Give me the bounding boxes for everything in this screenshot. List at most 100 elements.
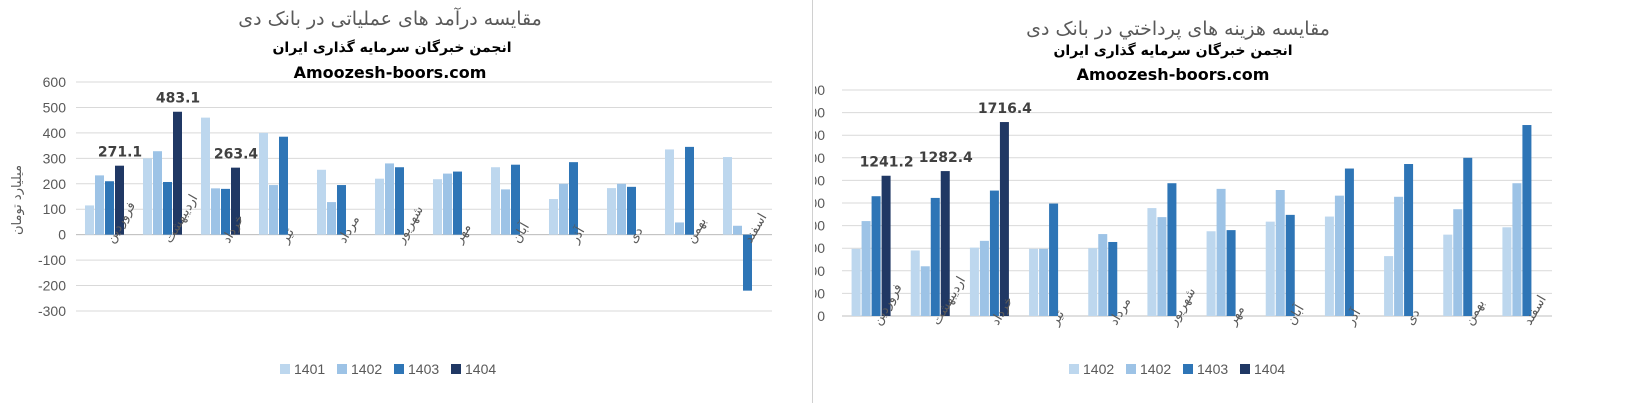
y-tick-label: 400: [43, 125, 67, 141]
bar: [1443, 234, 1453, 316]
bar: [1167, 183, 1177, 316]
bar: [871, 196, 881, 316]
bar: [1394, 196, 1404, 316]
bar: [569, 162, 578, 235]
bar: [1512, 183, 1522, 316]
bar: [1216, 188, 1226, 316]
bar: [1206, 231, 1216, 316]
bar: [743, 234, 752, 291]
data-label: 1716.4: [978, 101, 1032, 117]
y-tick-label: 0: [58, 227, 66, 243]
legend-label: 1402: [1140, 361, 1171, 377]
data-label: 483.1: [156, 91, 200, 107]
y-tick-label: 800: [815, 218, 825, 234]
bar: [433, 179, 442, 235]
y-tick-label: 2000: [815, 82, 825, 98]
bar: [279, 136, 288, 235]
y-tick-label: 200: [43, 176, 67, 192]
data-label: 1282.4: [919, 150, 973, 166]
bar: [395, 167, 404, 235]
legend-swatch: [1183, 364, 1193, 374]
bar: [1049, 203, 1059, 316]
bar: [1157, 217, 1167, 316]
legend-label: 1402: [351, 361, 382, 377]
bar: [999, 122, 1009, 316]
bar: [501, 189, 510, 235]
bar: [375, 178, 384, 235]
panel-divider: [812, 0, 813, 403]
y-tick-label: 600: [815, 240, 825, 256]
operating-income-chart-panel: مقایسه درآمد های عملیاتی در بانک دی انجم…: [0, 0, 812, 403]
y-tick-label: -300: [38, 303, 66, 319]
legend-label: 1401: [294, 361, 325, 377]
chart-site: Amoozesh-boors.com: [294, 63, 487, 82]
chart-title: مقایسه درآمد های عملیاتی در بانک دی: [238, 6, 542, 30]
operating-income-chart: مقایسه درآمد های عملیاتی در بانک دی انجم…: [10, 6, 772, 377]
bar: [675, 222, 684, 235]
bar: [851, 248, 861, 316]
bar: [443, 173, 452, 235]
bar: [317, 169, 326, 235]
bar: [1275, 190, 1285, 316]
bar: [861, 221, 871, 316]
bar: [969, 247, 979, 316]
expense-chart-panel: مقایسه هزینه های پرداختي در بانک دی انجم…: [815, 0, 1630, 403]
x-tick-label: آذر: [1341, 305, 1365, 329]
bar: [930, 197, 940, 316]
legend-label: 1404: [465, 361, 496, 377]
y-tick-label: -100: [38, 252, 66, 268]
x-tick-label: تیر: [277, 225, 298, 246]
bar: [627, 186, 636, 235]
bar: [1098, 234, 1108, 316]
legend-swatch: [1240, 364, 1250, 374]
bar: [259, 132, 268, 235]
bar: [1265, 221, 1275, 316]
y-tick-label: 200: [815, 285, 825, 301]
y-tick-label: 100: [43, 201, 67, 217]
plot-area: 0200400600800100012001400160018002000فرو…: [815, 82, 1552, 377]
bar: [337, 185, 346, 235]
legend-swatch: [337, 364, 347, 374]
data-label: 271.1: [98, 145, 142, 161]
bar: [1463, 157, 1473, 316]
bar: [95, 175, 104, 235]
bar: [1334, 195, 1344, 316]
bar: [491, 167, 500, 235]
bar: [163, 181, 172, 235]
bar: [1344, 168, 1354, 316]
y-tick-label: 500: [43, 99, 67, 115]
legend-label: 1404: [1254, 361, 1285, 377]
bar: [607, 188, 616, 235]
bar: [1404, 164, 1414, 316]
legend-swatch: [394, 364, 404, 374]
bar: [115, 165, 124, 235]
bar: [549, 199, 558, 235]
bar: [1522, 125, 1532, 316]
chart-site: Amoozesh-boors.com: [1077, 65, 1270, 84]
bar: [910, 250, 920, 316]
bar: [385, 163, 394, 235]
legend-swatch: [280, 364, 290, 374]
bar: [1324, 216, 1334, 316]
bar: [617, 183, 626, 235]
bar: [723, 157, 732, 235]
bar: [1029, 248, 1039, 316]
bar: [511, 164, 520, 235]
y-tick-label: -200: [38, 278, 66, 294]
x-tick-label: آذر: [565, 223, 589, 247]
bar: [201, 117, 210, 235]
bar: [231, 167, 240, 235]
chart-subtitle: انجمن خبرگان سرمایه گذاری ایران: [1053, 42, 1292, 59]
x-tick-label: اسفند: [741, 211, 770, 246]
y-tick-label: 1400: [815, 150, 825, 166]
bar: [143, 158, 152, 235]
bar: [221, 188, 230, 235]
bar: [1088, 248, 1098, 316]
bar: [1384, 256, 1394, 316]
bar: [1226, 230, 1236, 316]
bar: [153, 151, 162, 235]
bar: [269, 185, 278, 235]
legend-label: 1403: [408, 361, 439, 377]
